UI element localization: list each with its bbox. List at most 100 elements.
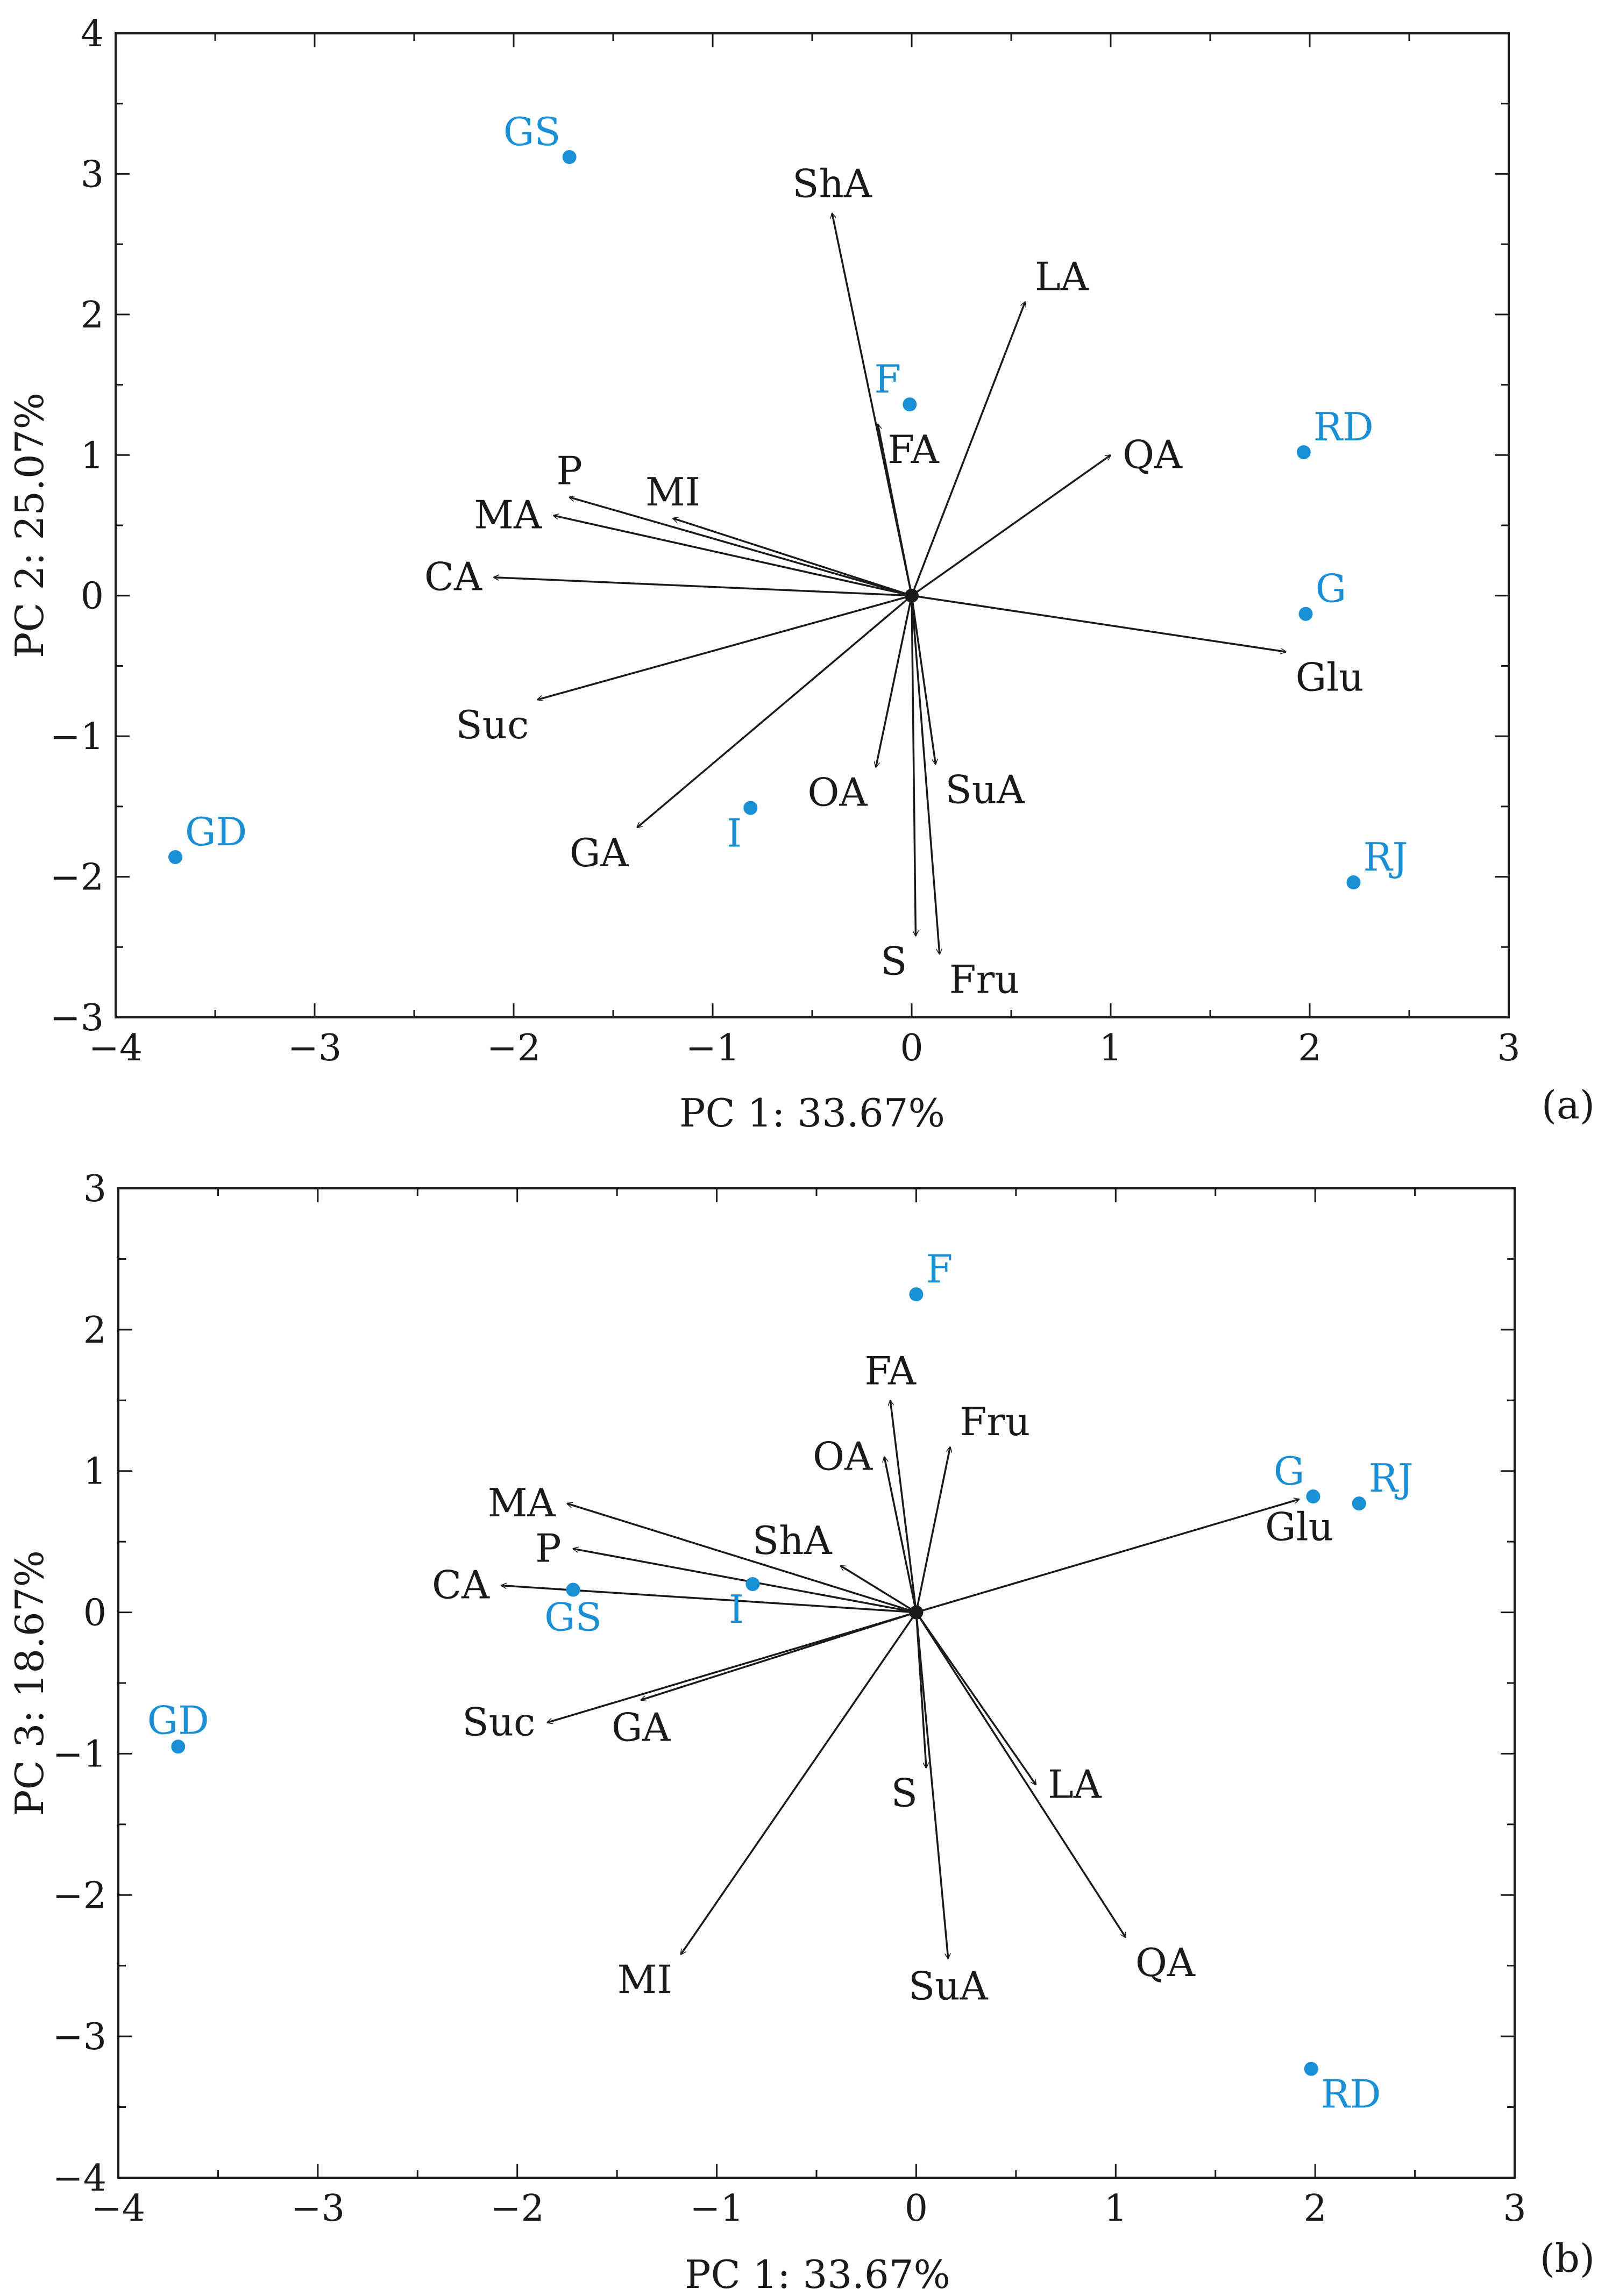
score-point-f bbox=[903, 397, 917, 412]
loading-vectors: ShA LA FA QA P MA MI CA Glu Suc OA SuA GA S Fru bbox=[424, 161, 1364, 1002]
y-tick-label: 3 bbox=[83, 1168, 106, 1210]
x-tick-label: 3 bbox=[1503, 2187, 1526, 2230]
y-tick-label: −4 bbox=[53, 2157, 106, 2200]
score-point-i bbox=[745, 1577, 760, 1591]
y-axis-ticks: −3 −2 −1 0 1 2 3 4 bbox=[50, 13, 1509, 1039]
biplot-panel-b: −4 −3 −2 −1 0 1 2 3 −4 −3 −2 −1 0 1 2 3 FA OA Fru MA Glu P S… bbox=[7, 1168, 1595, 2296]
loading-vector-fa bbox=[890, 1400, 918, 1613]
loading-vector-ma bbox=[553, 516, 912, 597]
y-tick-label: 2 bbox=[83, 1309, 106, 1352]
x-tick-label: 2 bbox=[1304, 2187, 1327, 2230]
panel-label: (a) bbox=[1542, 1082, 1595, 1128]
loading-vector-la bbox=[915, 1612, 1036, 1785]
point-label: GD bbox=[147, 1698, 209, 1743]
vector-label: ShA bbox=[792, 161, 872, 206]
y-tick-label: 0 bbox=[83, 1592, 106, 1635]
vector-label: FA bbox=[864, 1348, 917, 1393]
x-tick-label: 0 bbox=[905, 2187, 928, 2230]
score-point-g bbox=[1306, 1489, 1320, 1504]
vector-label: Glu bbox=[1296, 654, 1364, 700]
origin-marker bbox=[905, 588, 919, 603]
loading-vector-qa bbox=[915, 1612, 1127, 1938]
point-label: RJ bbox=[1369, 1456, 1414, 1501]
x-tick-label: −2 bbox=[487, 1027, 541, 1069]
vector-label: MA bbox=[474, 493, 542, 538]
x-axis-title: PC 1: 33.67% bbox=[679, 1090, 945, 1136]
score-point-gd bbox=[168, 850, 182, 864]
score-point-gs bbox=[566, 1582, 580, 1597]
loading-vector-sua bbox=[915, 1612, 948, 1959]
panel-label: (b) bbox=[1540, 2236, 1595, 2281]
vector-label: Suc bbox=[456, 702, 529, 747]
x-tick-label: −4 bbox=[89, 1027, 143, 1069]
y-tick-label: −2 bbox=[53, 1874, 106, 1917]
point-label: RD bbox=[1313, 404, 1374, 450]
vector-label: Fru bbox=[949, 957, 1020, 1002]
vector-label: GA bbox=[570, 830, 629, 875]
loading-vector-s bbox=[911, 595, 915, 936]
score-point-f bbox=[909, 1287, 924, 1302]
y-tick-label: 2 bbox=[81, 294, 104, 337]
vector-label: CA bbox=[424, 554, 482, 600]
vector-label: LA bbox=[1048, 1762, 1102, 1807]
vector-label: MA bbox=[488, 1480, 556, 1525]
loading-vector-suc bbox=[547, 1611, 917, 1723]
x-tick-label: 1 bbox=[1104, 2187, 1127, 2230]
score-points: F G RJ GS I GD RD bbox=[147, 1246, 1414, 2116]
point-label: I bbox=[727, 810, 742, 855]
x-tick-label: 1 bbox=[1099, 1027, 1122, 1069]
x-tick-label: 2 bbox=[1298, 1027, 1321, 1069]
loading-vector-fa bbox=[878, 424, 913, 596]
score-point-rj bbox=[1352, 1496, 1366, 1511]
vector-label: Suc bbox=[462, 1700, 535, 1745]
vector-label: P bbox=[535, 1525, 561, 1571]
vector-label: OA bbox=[807, 770, 868, 815]
point-label: F bbox=[874, 356, 901, 402]
point-label: G bbox=[1316, 566, 1347, 611]
point-label: GD bbox=[185, 809, 247, 854]
loading-vector-sha bbox=[841, 1565, 917, 1614]
vector-label: Glu bbox=[1265, 1504, 1333, 1549]
x-tick-label: −1 bbox=[686, 1027, 740, 1069]
score-point-rd bbox=[1304, 2062, 1318, 2076]
loading-vector-ca bbox=[494, 577, 912, 597]
loading-vector-suc bbox=[537, 595, 912, 700]
score-points: GS F RD G GD I RJ bbox=[168, 109, 1408, 890]
x-axis-ticks: −4 −3 −2 −1 0 1 2 3 bbox=[91, 1188, 1526, 2230]
loading-vector-la bbox=[911, 302, 1025, 596]
loading-vector-qa bbox=[911, 455, 1111, 597]
loading-vector-ma bbox=[567, 1503, 917, 1614]
x-tick-label: −4 bbox=[91, 2187, 145, 2230]
vector-label: MI bbox=[617, 1957, 672, 2002]
vector-label: LA bbox=[1035, 254, 1089, 299]
vector-label: P bbox=[556, 448, 582, 494]
vector-label: SuA bbox=[945, 767, 1025, 812]
point-label: G bbox=[1274, 1449, 1305, 1494]
vector-label: CA bbox=[432, 1563, 490, 1608]
loading-vector-fru bbox=[911, 595, 940, 954]
x-tick-label: −1 bbox=[690, 2187, 743, 2230]
vector-label: FA bbox=[887, 427, 940, 472]
score-point-gs bbox=[562, 150, 577, 165]
vector-label: ShA bbox=[752, 1518, 833, 1563]
x-tick-label: −3 bbox=[288, 1027, 342, 1069]
y-tick-label: −3 bbox=[53, 2016, 106, 2058]
origin-marker bbox=[909, 1605, 924, 1620]
y-tick-label: −3 bbox=[50, 997, 104, 1039]
x-tick-label: −3 bbox=[291, 2187, 345, 2230]
x-axis-ticks: −4 −3 −2 −1 0 1 2 3 bbox=[89, 33, 1521, 1069]
loading-vector-mi bbox=[681, 1612, 917, 1955]
y-tick-label: −1 bbox=[50, 716, 104, 758]
loading-vector-glu bbox=[911, 594, 1286, 652]
y-axis-title: PC 2: 25.07% bbox=[7, 393, 52, 658]
point-label: I bbox=[729, 1587, 744, 1632]
x-tick-label: 3 bbox=[1497, 1027, 1520, 1069]
vector-label: SuA bbox=[908, 1964, 989, 2009]
loading-vectors: FA OA Fru MA Glu P ShA CA GA Suc S LA MI SuA QA bbox=[432, 1348, 1333, 2008]
score-point-rd bbox=[1296, 445, 1311, 460]
vector-label: GA bbox=[612, 1705, 671, 1750]
point-label: RD bbox=[1321, 2072, 1381, 2117]
loading-vector-p bbox=[573, 1549, 917, 1614]
